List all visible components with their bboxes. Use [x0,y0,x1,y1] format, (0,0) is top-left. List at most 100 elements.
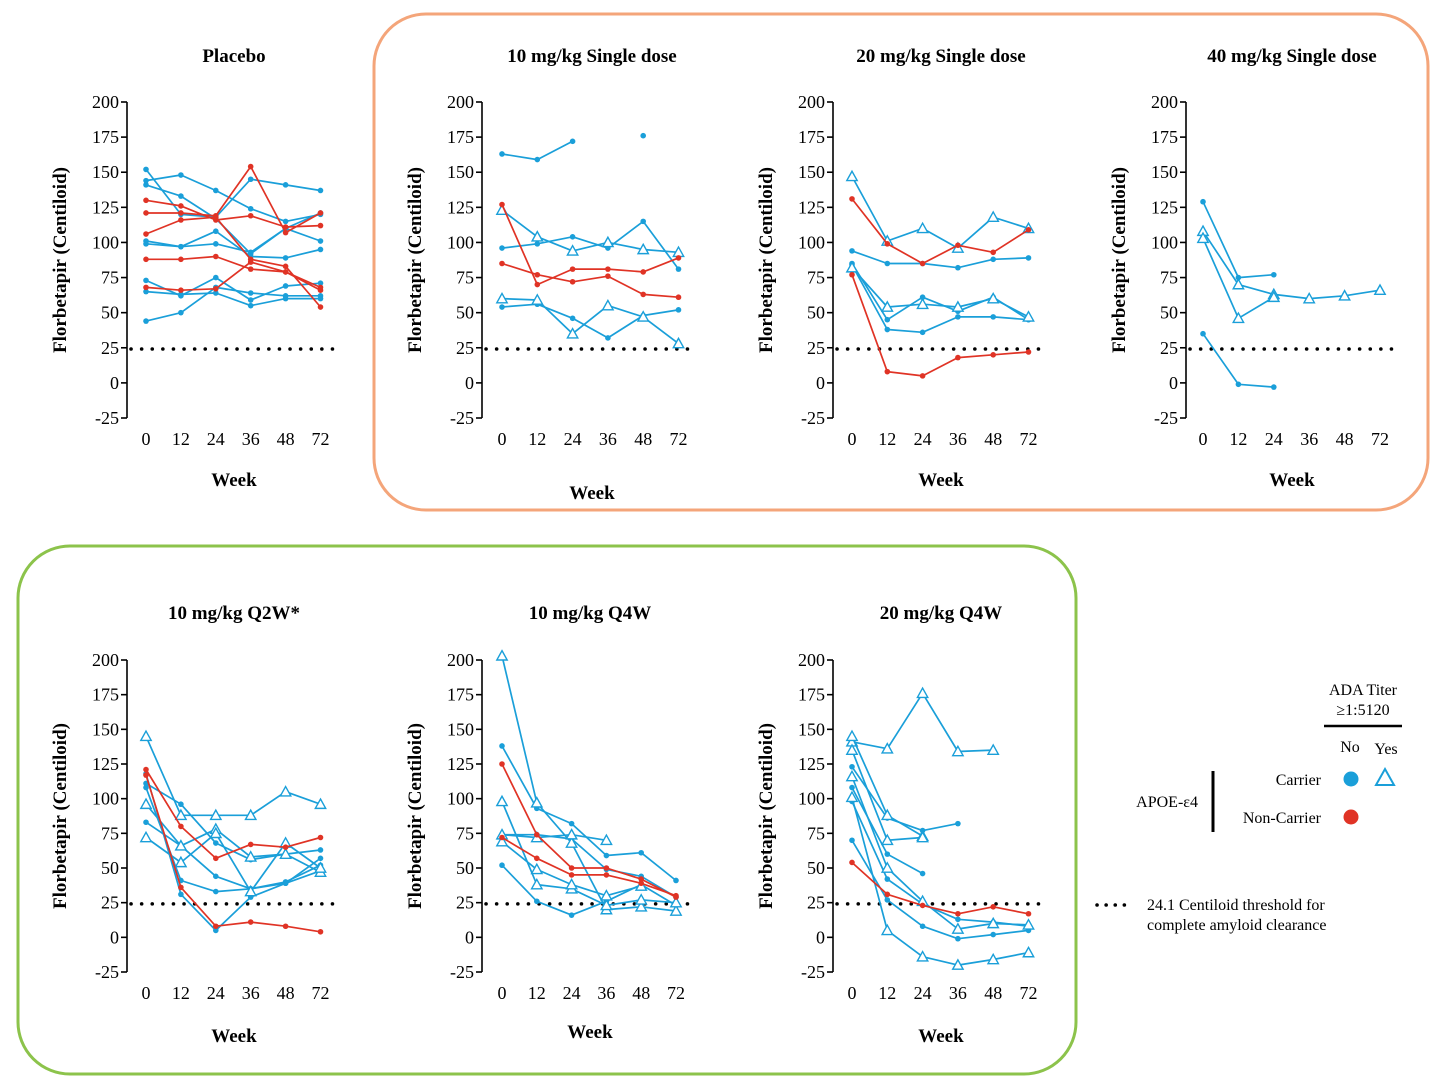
data-point-circle [849,271,855,278]
data-point-circle [143,210,149,216]
data-point-circle [534,156,541,163]
y-tick-label: 75 [807,268,825,288]
chart-title: 40 mg/kg Single dose [1207,46,1376,67]
series-carrier-circle-1 [849,763,961,834]
y-tick-label: 200 [798,92,825,112]
y-tick-label: 125 [798,754,825,774]
y-tick-label: 200 [92,650,119,670]
y-tick-label: 75 [1160,268,1178,288]
data-point-triangle [139,797,153,810]
data-point-triangle [565,828,578,840]
data-point-circle [605,273,611,279]
data-point-circle [247,212,254,219]
y-tick-label: 0 [816,927,825,947]
y-tick-label: 0 [465,373,474,393]
x-tick-label: 0 [498,983,507,1003]
x-tick-label: 12 [528,983,546,1003]
series-line [1202,333,1274,388]
x-tick-label: 0 [498,429,507,449]
data-point-circle [884,326,891,333]
data-point-triangle [634,900,648,912]
data-point-circle [568,912,575,918]
data-point-circle [884,316,891,323]
series-line [1202,201,1274,279]
x-axis-label: Week [918,470,964,491]
y-tick-label: 175 [798,685,825,705]
series-line [501,763,677,898]
y-tick-label: 25 [456,338,474,358]
data-point-triangle [566,327,579,339]
data-point-triangle [495,794,509,807]
data-point-circle [247,841,254,848]
data-point-circle [605,266,611,272]
data-point-circle [990,256,996,263]
series-carrier-triangle-5 [845,261,1035,322]
data-point-circle [499,862,505,869]
data-point-circle [603,865,610,871]
series-line [851,250,1029,269]
y-tick-label: 75 [101,823,119,843]
data-point-circle [213,873,219,880]
data-point-circle [1025,910,1032,917]
data-point-circle [143,284,149,291]
chart-title: 10 mg/kg Q2W* [168,603,300,624]
data-point-triangle [672,336,685,349]
data-point-triangle [565,877,578,890]
data-point-triangle [986,916,1000,929]
series-carrier-triangle-5 [495,291,685,349]
series-carrier-triangle-4 [495,203,685,258]
data-point-circle [640,269,646,275]
data-point-circle [638,849,644,856]
y-tick-label: 175 [447,127,474,147]
data-point-triangle [951,744,965,757]
data-point-triangle [634,893,648,905]
data-point-triangle [880,833,894,846]
series-line [145,184,321,255]
series-line [145,774,321,933]
data-point-triangle [845,790,859,803]
data-point-circle [919,902,926,909]
series-line [851,263,1029,321]
data-point-triangle [1196,231,1210,244]
data-point-circle [247,266,254,272]
y-tick-label: 200 [1151,92,1178,112]
data-point-circle [317,847,324,853]
y-tick-label: 200 [447,92,474,112]
legend-carrier-label: Carrier [1276,772,1322,789]
y-tick-label: 100 [92,789,119,809]
data-point-circle [955,820,961,827]
data-point-circle [569,234,576,240]
y-tick-label: 175 [798,127,825,147]
data-point-circle [143,288,149,295]
x-tick-label: 0 [1199,429,1208,449]
series-line [501,209,679,254]
data-point-circle [568,820,575,827]
series-line [851,776,1029,930]
y-tick-label: 25 [1160,338,1178,358]
legend: ADA Titer ≥1:5120 No Yes Carrier Non-Car… [1095,682,1402,934]
data-point-triangle [495,835,509,847]
x-tick-label: 36 [242,983,260,1003]
data-point-circle [317,834,324,841]
series-non_carrier-circle-13 [143,259,324,293]
data-point-circle [955,916,961,923]
legend-non-carrier-label: Non-Carrier [1243,810,1322,827]
data-point-circle [849,196,855,202]
y-tick-label: 125 [447,754,474,774]
x-tick-label: 48 [1336,429,1354,449]
series-line [145,735,321,817]
data-point-circle [569,315,576,322]
y-tick-label: 75 [456,268,474,288]
series-carrier-triangle-7 [139,826,327,897]
series-non_carrier-circle-11 [143,214,324,310]
data-point-circle [919,923,926,930]
legend-no-label: No [1340,739,1360,756]
series-line [145,168,321,219]
series-non_carrier-circle-8 [143,766,324,862]
data-point-triangle [1302,291,1316,304]
series-carrier-circle-2 [1200,330,1277,390]
chart-title: Placebo [202,46,265,67]
data-point-triangle [209,826,223,839]
y-tick-label: 75 [101,268,119,288]
data-point-circle [849,784,855,791]
